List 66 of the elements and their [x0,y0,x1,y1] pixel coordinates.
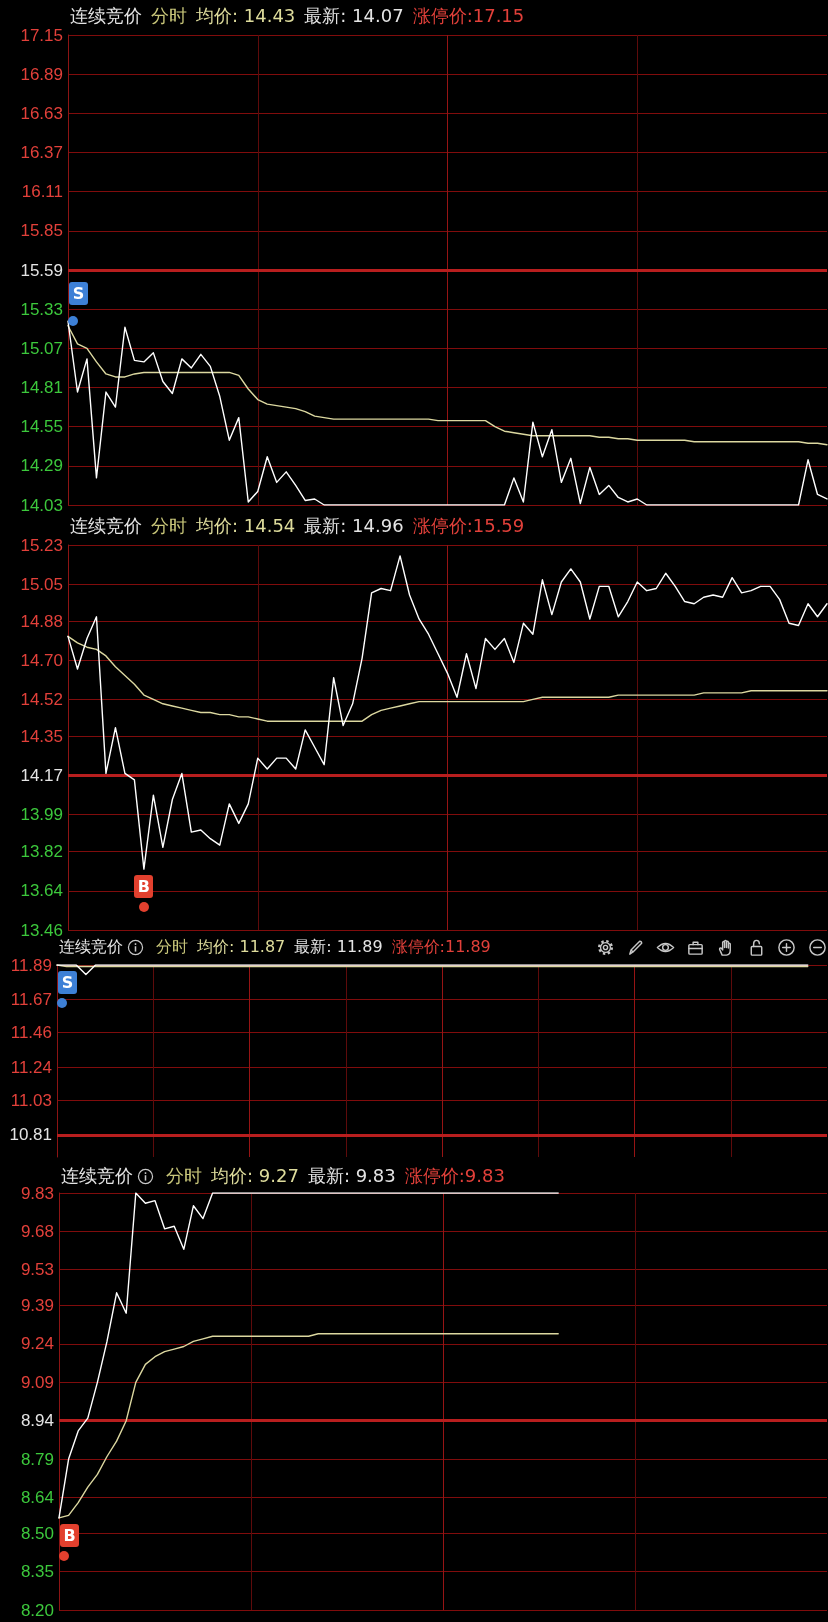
y-tick-label: 9.09 [20,1372,54,1392]
y-tick-label: 11.03 [10,1090,52,1110]
text: 分时 [151,515,187,536]
text: 最新: 14.07 [304,5,404,26]
y-tick-label: 14.17 [20,766,63,786]
y-tick-label: 8.79 [20,1449,54,1469]
y-tick-label: 14.29 [20,456,63,476]
y-tick-label: 8.50 [20,1523,54,1543]
y-tick-label: 15.33 [20,299,63,319]
y-tick-label: 16.37 [20,143,63,162]
y-tick-label: 15.07 [20,338,63,358]
text: 最新: 11.89 [294,937,383,956]
y-tick-label: 14.55 [20,417,63,437]
y-tick-label: 11.67 [10,990,52,1010]
annotation: B [60,1523,79,1547]
text: 最新: 14.96 [304,515,404,536]
y-tick-label: 14.03 [20,495,63,515]
y-tick-label: 9.24 [20,1334,54,1354]
text: 涨停价:15.59 [412,515,525,536]
text: 分时 [166,1165,202,1186]
text: 涨停价:11.89 [391,937,491,956]
chart-title: 连续竞价 [61,1165,133,1186]
y-tick-label: 11.24 [10,1057,52,1077]
text: 均价: 14.54 [196,515,296,536]
y-tick-label: 11.89 [10,955,52,975]
y-tick-label: 9.53 [20,1260,54,1280]
annotation: S [58,971,77,994]
y-tick-label: 9.68 [20,1221,54,1241]
text: 最新: 9.83 [307,1165,396,1186]
text: 均价: 14.43 [196,5,296,26]
y-tick-label: 13.64 [20,881,63,901]
y-tick-label: 14.70 [20,650,63,670]
text: 分时 [156,937,188,956]
y-tick-label: 16.89 [20,64,63,84]
text: 均价: 11.87 [197,937,286,956]
y-tick-label: 9.83 [20,1183,54,1203]
y-tick-label: 13.99 [20,805,63,825]
annotation: S [69,282,88,306]
y-tick-label: 16.63 [20,103,63,123]
chart-title: 连续竞价 [70,515,142,536]
y-tick-label: 14.88 [20,611,63,631]
annotation: B [134,875,154,899]
text: 涨停价:17.15 [412,5,525,26]
y-tick-label: 11.46 [10,1023,52,1043]
y-tick-label: 8.94 [20,1411,54,1431]
chart-title: 连续竞价 [59,937,123,956]
y-tick-label: 15.05 [20,574,63,594]
chart-title: 连续竞价 [70,5,142,26]
y-tick-label: 9.39 [20,1296,54,1316]
y-tick-label: 8.64 [20,1487,54,1507]
y-tick-label: 15.59 [20,260,63,280]
y-tick-label: 8.20 [20,1600,54,1620]
y-tick-label: 10.81 [9,1125,52,1145]
y-tick-label: 15.85 [20,221,63,241]
y-tick-label: 15.23 [20,535,63,555]
y-tick-label: 14.52 [20,689,63,709]
text: 均价: 9.27 [211,1165,299,1186]
y-tick-label: 13.82 [20,842,63,862]
y-tick-label: 16.11 [21,182,63,202]
y-tick-label: 8.35 [20,1562,54,1582]
y-tick-label: 14.81 [20,378,63,397]
text: 涨停价:9.83 [404,1165,505,1186]
y-tick-label: 14.35 [20,726,63,746]
y-tick-label: 13.46 [20,920,63,940]
text: 分时 [151,5,187,26]
y-tick-label: 17.15 [20,25,63,45]
